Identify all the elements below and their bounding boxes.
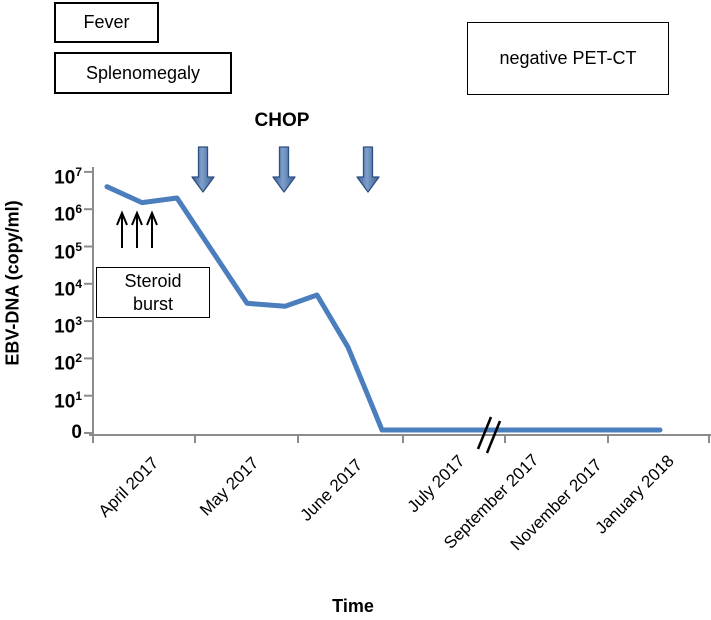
y-axis-title: EBV-DNA (copy/ml) [2, 200, 23, 366]
x-axis-title: Time [332, 596, 374, 616]
axis-break-slash [476, 416, 493, 450]
steroid-arrow-head-icon [146, 210, 158, 226]
y-tick-label: 105 [54, 239, 82, 263]
negative-pet-ct-annotation-box: negative PET-CT [467, 22, 669, 95]
y-tick-label: 107 [54, 164, 82, 189]
ebv-dna-line [104, 184, 663, 433]
negative-pet-ct-label: negative PET-CT [499, 48, 637, 69]
fever-label: Fever [83, 12, 130, 33]
y-tick-label: 103 [54, 314, 82, 338]
steroid-burst-annotation-box: Steroid burst [96, 267, 210, 318]
chop-arrow-icon [191, 146, 215, 193]
chop-arrow-icon [272, 146, 296, 193]
steroid-arrow-head-icon [116, 210, 128, 226]
y-tick-label: 0 [71, 422, 82, 443]
splenomegaly-label: Splenomegaly [85, 62, 201, 83]
chop-arrow-icon [356, 146, 380, 193]
y-tick-label: 106 [54, 202, 82, 226]
fever-annotation-box: Fever [54, 2, 159, 43]
y-tick-label: 101 [54, 388, 82, 413]
steroid-burst-line1: Steroid [124, 271, 182, 291]
steroid-burst-line2: burst [132, 293, 174, 314]
axis-break-slash [485, 420, 502, 454]
chop-label: CHOP [254, 110, 310, 131]
splenomegaly-annotation-box: Splenomegaly [54, 52, 232, 94]
y-tick-label: 102 [54, 351, 82, 375]
steroid-arrow-head-icon [131, 210, 143, 226]
y-tick-label: 104 [54, 276, 82, 301]
